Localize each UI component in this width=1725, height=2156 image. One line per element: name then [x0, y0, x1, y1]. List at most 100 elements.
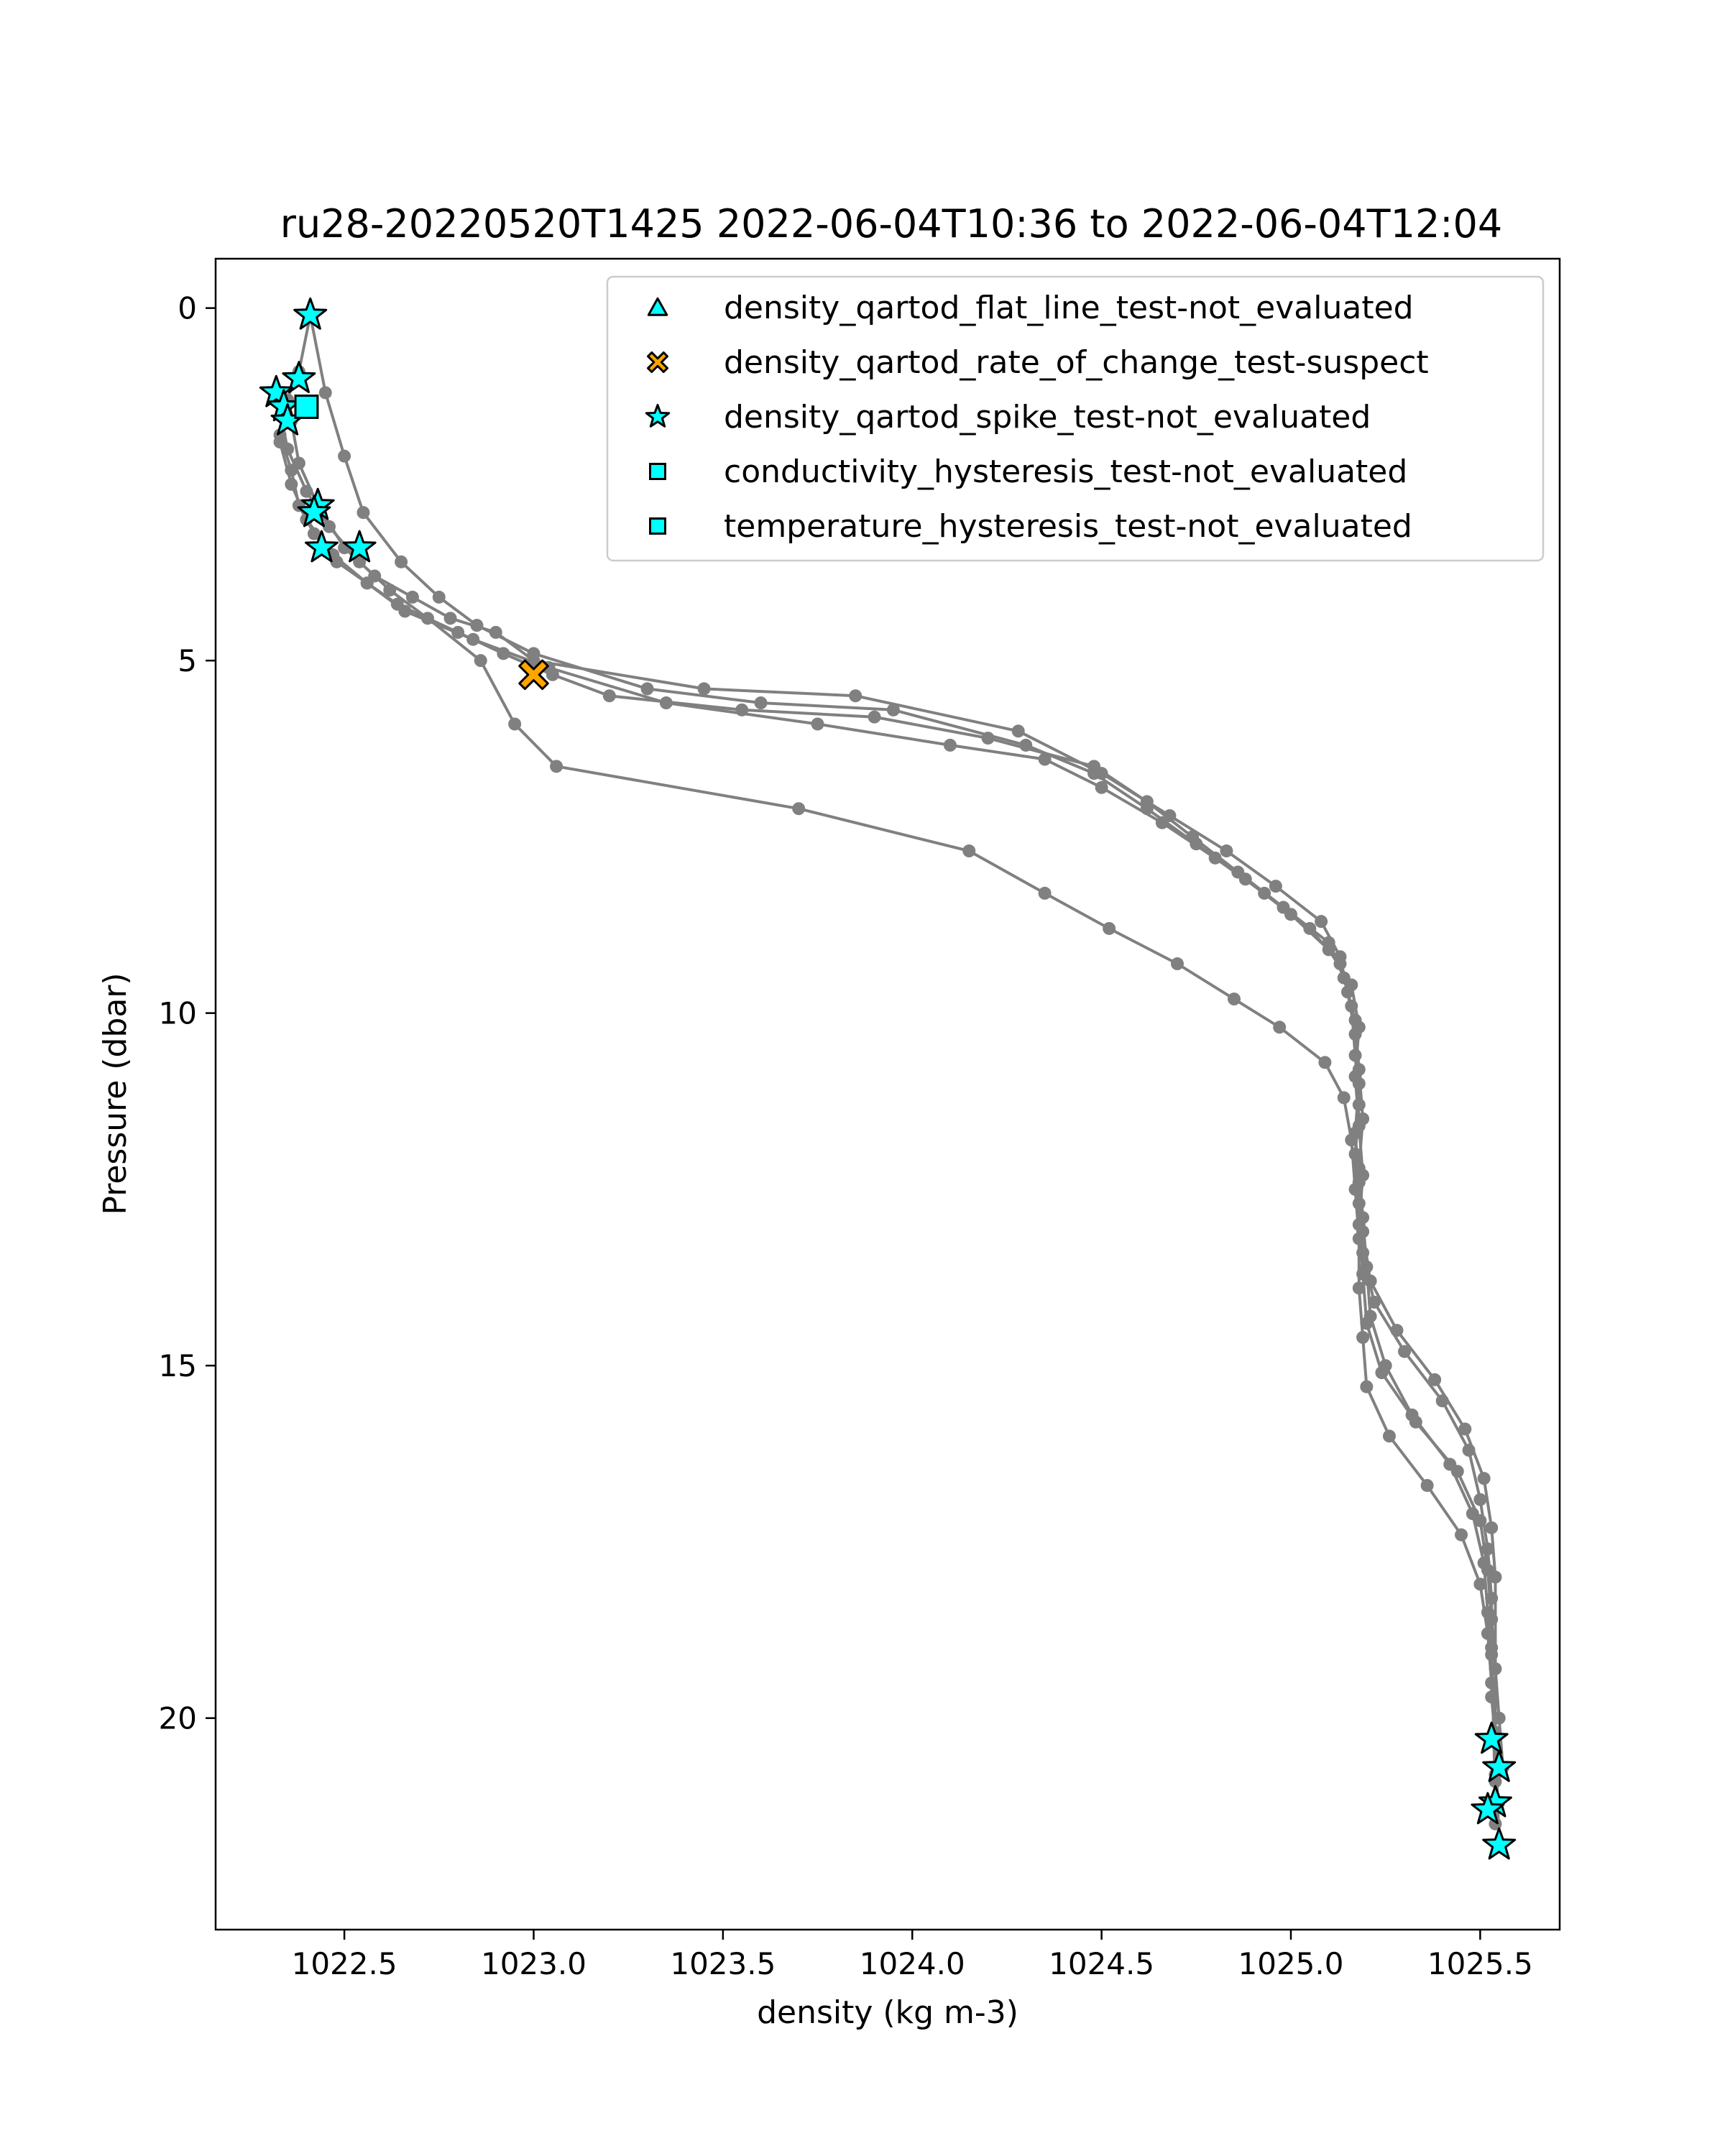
x-axis-label: density (kg m-3)	[757, 1994, 1018, 2031]
legend-square-icon	[649, 517, 666, 535]
data-point	[1337, 1091, 1351, 1105]
data-point	[849, 689, 862, 703]
data-point	[1038, 886, 1052, 900]
star-marker	[293, 297, 328, 330]
legend-entry-label: density_qartod_flat_line_test-not_evalua…	[724, 290, 1414, 326]
x-tick-label: 1024.0	[860, 1946, 965, 1981]
data-point	[1011, 724, 1025, 738]
data-point	[868, 710, 881, 724]
data-point	[1095, 780, 1108, 794]
x-tick-label: 1023.0	[481, 1946, 586, 1981]
y-tick-label: 5	[178, 643, 197, 678]
data-point	[1367, 1295, 1381, 1309]
data-point	[292, 456, 305, 470]
x-tick-label: 1025.5	[1427, 1946, 1533, 1981]
data-point	[338, 449, 351, 463]
data-point	[1428, 1373, 1442, 1386]
data-point	[1227, 992, 1241, 1006]
data-point	[443, 612, 457, 625]
data-point	[602, 689, 616, 703]
x-tick-label: 1025.0	[1238, 1946, 1344, 1981]
data-point	[1352, 1176, 1366, 1189]
data-point	[1333, 950, 1347, 964]
legend-triangle-icon	[647, 297, 668, 316]
y-axis-label: Pressure (dbar)	[97, 972, 134, 1215]
data-point	[318, 386, 332, 400]
data-point	[1273, 1021, 1287, 1034]
data-point	[1398, 1345, 1412, 1358]
data-point	[1363, 1274, 1377, 1288]
square-marker	[294, 395, 319, 419]
y-tick-label: 10	[159, 996, 197, 1031]
legend-entry-label: conductivity_hysteresis_test-not_evaluat…	[724, 453, 1407, 490]
data-point	[1473, 1577, 1487, 1591]
data-point	[1356, 1330, 1370, 1344]
data-point	[962, 844, 976, 858]
axes-frame	[214, 257, 1561, 1931]
data-point	[1481, 1542, 1494, 1556]
data-point	[474, 654, 487, 668]
legend-box	[606, 275, 1545, 562]
data-point	[307, 527, 321, 540]
data-point	[405, 590, 419, 604]
star-marker	[1474, 1721, 1509, 1754]
star-marker	[1471, 1792, 1505, 1825]
profile-line	[278, 399, 1497, 1803]
y-axis: 0 5 10 15 20	[159, 291, 216, 1736]
data-point	[1458, 1422, 1472, 1436]
data-point	[943, 738, 957, 752]
data-point	[886, 703, 900, 717]
data-point	[1019, 738, 1033, 752]
legend-square-icon	[649, 463, 666, 480]
data-point	[1038, 752, 1052, 766]
legend-x-icon	[647, 351, 668, 373]
data-point	[527, 654, 540, 668]
legend: density_qartod_flat_line_test-not_evalua…	[606, 275, 1545, 562]
x-tick-label: 1022.5	[292, 1946, 397, 1981]
star-marker	[282, 361, 316, 393]
legend-entry-label: density_qartod_spike_test-not_evaluated	[724, 399, 1371, 436]
plot-area	[259, 297, 1517, 1860]
data-point	[281, 442, 295, 456]
x-tick-label: 1023.5	[670, 1946, 776, 1981]
data-point	[1103, 921, 1116, 935]
data-point	[1375, 1366, 1389, 1379]
data-point	[1455, 1528, 1468, 1542]
star-marker	[259, 374, 293, 407]
data-point	[1352, 1077, 1366, 1090]
data-point	[1269, 880, 1282, 893]
data-point	[1450, 1465, 1464, 1478]
data-point	[1473, 1493, 1487, 1506]
data-point	[1318, 1056, 1332, 1069]
data-point	[1356, 1225, 1370, 1238]
x-marker	[518, 659, 549, 691]
data-point	[368, 569, 382, 583]
data-point	[1382, 1429, 1396, 1443]
data-point	[1348, 1028, 1362, 1041]
data-point	[1477, 1472, 1491, 1485]
data-point	[1315, 915, 1328, 929]
data-point	[1485, 1521, 1499, 1534]
data-point	[489, 625, 502, 639]
data-point	[508, 717, 522, 731]
x-axis: 1022.5 1023.0 1023.5 1024.0 1024.5 1025.0 1025…	[292, 1930, 1533, 1981]
y-tick-label: 0	[178, 291, 197, 326]
legend-star-icon	[645, 404, 671, 428]
star-marker	[297, 494, 331, 528]
data-point	[285, 477, 298, 491]
data-point	[659, 696, 673, 710]
data-point	[1481, 1626, 1494, 1640]
data-point	[466, 632, 480, 646]
y-tick-label: 15	[159, 1348, 197, 1383]
star-marker	[1482, 1827, 1517, 1860]
legend-entry-label: density_qartod_rate_of_change_test-suspe…	[724, 344, 1429, 381]
data-point	[754, 696, 768, 710]
data-point	[1390, 1324, 1404, 1337]
data-point	[356, 506, 370, 520]
data-point	[1220, 844, 1233, 858]
profile-line	[290, 420, 1497, 1775]
data-point	[420, 612, 434, 625]
data-point	[640, 682, 654, 696]
data-point	[1348, 1126, 1362, 1140]
